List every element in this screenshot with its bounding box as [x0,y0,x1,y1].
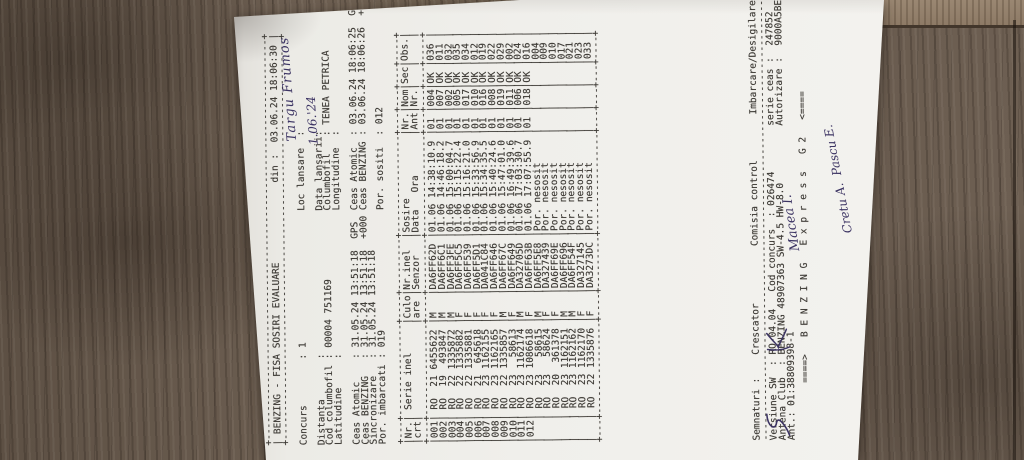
signature-semnaturi [762,408,796,439]
info-line: Por. imbarcati : 019 Por. sositi : 012 [374,106,389,445]
signature-crescator [763,325,792,356]
printout: +---------------------------------------… [259,0,811,446]
handwritten-data-lansarii: 1.06.'24 [303,95,321,146]
table-border: +---+----------------+----+---------+---… [590,30,607,443]
info-line: Concurs : 1 Loc lansare : [295,124,310,446]
paper-sheet: +---------------------------------------… [234,0,884,460]
info-line: Latitudine : Longitudine : [330,124,345,445]
blank-space [606,440,754,443]
wood-plank-seam [1013,20,1016,460]
handwritten-name: Macea I. [779,193,804,253]
signature-squiggle-icon [765,413,791,437]
signature-squiggle-icon [765,328,791,351]
handwritten-comisia-names: Macea I. Cretu A. Pascu E. [733,118,884,258]
handwritten-name: Cretu A. Pascu E. [820,123,855,235]
document-rotated: +---------------------------------------… [234,0,884,460]
